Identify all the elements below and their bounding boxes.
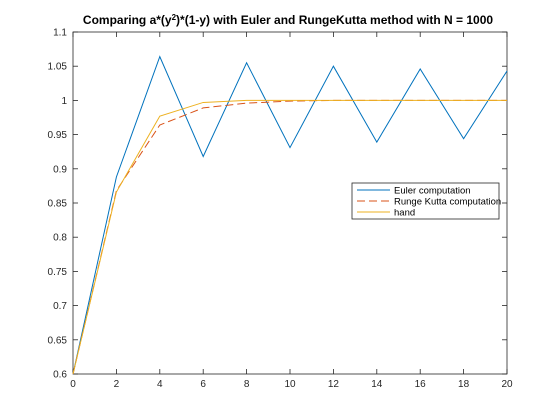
x-tick-label: 10 xyxy=(284,379,296,390)
x-tick-label: 4 xyxy=(157,379,163,390)
y-tick-label: 0.7 xyxy=(53,301,67,312)
chart-title-superscript: 2 xyxy=(172,13,177,22)
x-tick-label: 18 xyxy=(458,379,470,390)
legend-label-3: hand xyxy=(394,207,415,218)
x-tick-label: 0 xyxy=(70,379,76,390)
x-tick-label: 8 xyxy=(244,379,250,390)
y-tick-label: 0.75 xyxy=(48,267,68,278)
y-tick-label: 0.65 xyxy=(48,335,68,346)
x-tick-label: 16 xyxy=(415,379,427,390)
x-tick-label: 20 xyxy=(501,379,513,390)
y-tick-label: 1 xyxy=(61,96,67,107)
chart-title-rest: )*(1-y) with Euler and RungeKutta method… xyxy=(176,13,493,27)
chart-title: Comparing a*(y2)*(1-y) with Euler and Ru… xyxy=(83,13,494,27)
axis-ticks: 0 2 4 6 8 10 12 14 16 18 20 0.6 0.65 0.7 0.75 0.8 0.85 0.… xyxy=(48,28,513,391)
x-tick-label: 2 xyxy=(114,379,120,390)
y-tick-label: 0.8 xyxy=(53,233,67,244)
y-tick-label: 1.1 xyxy=(53,28,67,39)
y-tick-label: 0.6 xyxy=(53,370,67,381)
series-line-3 xyxy=(72,99,507,375)
chart-title-main: Comparing a*(y xyxy=(83,13,172,27)
series-layer xyxy=(72,55,508,375)
x-tick-label: 14 xyxy=(371,379,383,390)
legend-label-1: Euler computation xyxy=(394,185,471,196)
y-tick-label: 1.05 xyxy=(48,62,68,73)
y-tick-label: 0.9 xyxy=(53,164,67,175)
series-line-1 xyxy=(72,55,508,375)
legend-label-2: Runge Kutta computation xyxy=(394,196,501,207)
x-tick-label: 12 xyxy=(328,379,340,390)
y-tick-label: 0.95 xyxy=(48,130,68,141)
x-tick-label: 6 xyxy=(200,379,206,390)
y-tick-label: 0.85 xyxy=(48,199,68,210)
